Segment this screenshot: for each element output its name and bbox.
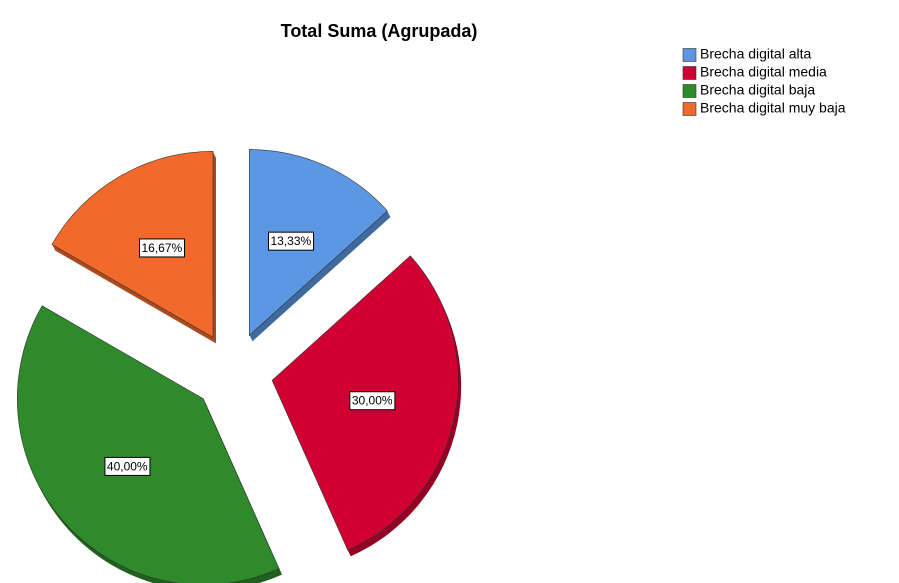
- data-label-box: [268, 231, 315, 251]
- legend-swatch: [682, 66, 697, 80]
- data-label-box: [349, 391, 396, 411]
- legend-label: Brecha digital baja: [700, 82, 815, 98]
- slice: [51, 151, 214, 338]
- data-label: 40,00%: [107, 459, 148, 473]
- data-label-box: [138, 238, 186, 258]
- slice: [17, 305, 280, 583]
- data-label: 30,00%: [352, 394, 393, 408]
- legend-swatch: [682, 84, 697, 98]
- data-label: 13,33%: [271, 234, 312, 248]
- legend-label: Brecha digital alta: [700, 46, 812, 62]
- legend-label: Brecha digital muy baja: [700, 100, 846, 116]
- legend-swatch: [682, 102, 697, 116]
- slice: [248, 149, 388, 337]
- legend-swatch: [682, 48, 697, 62]
- data-label: 16,67%: [141, 241, 182, 255]
- chart-title: Total Suma (Agrupada): [281, 21, 478, 41]
- legend-label: Brecha digital media: [700, 64, 827, 80]
- data-label-box: [104, 456, 151, 476]
